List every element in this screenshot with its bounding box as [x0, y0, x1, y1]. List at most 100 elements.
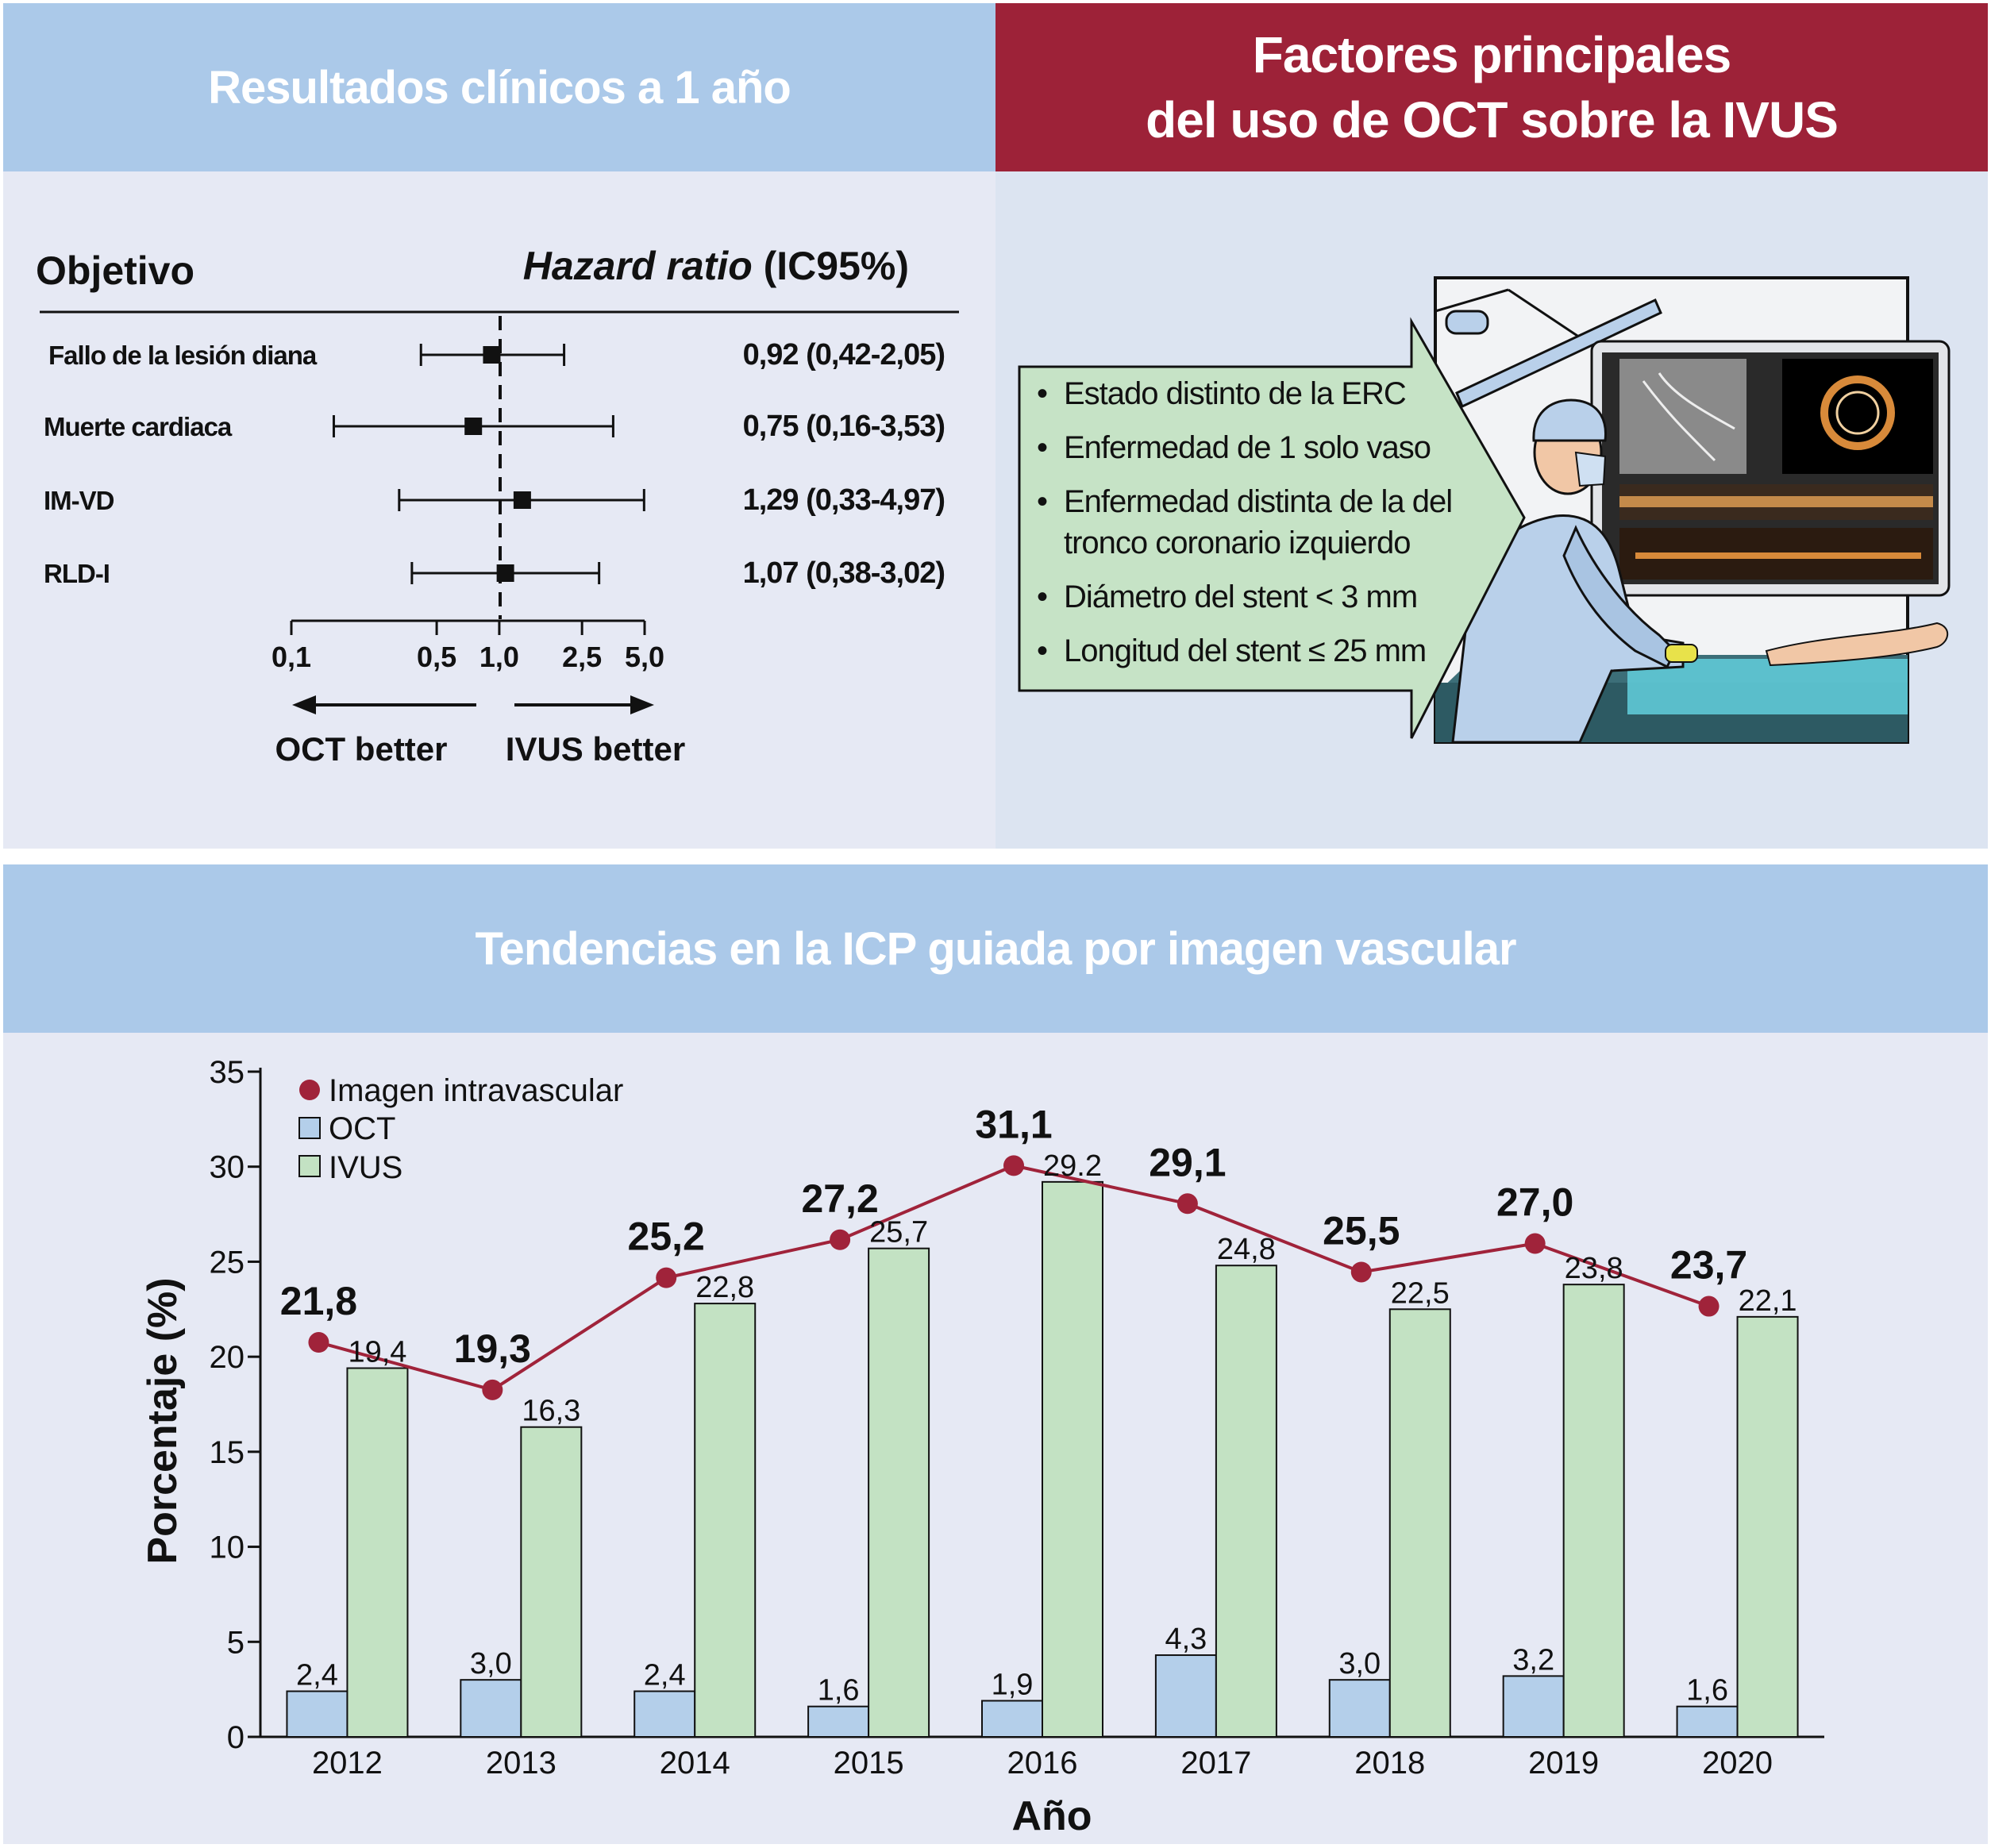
intravascular-imaging-point: [830, 1229, 851, 1250]
ivus-bar: [1562, 1284, 1625, 1738]
forest-axis-tick-label: 0,1: [272, 641, 311, 673]
ci-label: (IC95%): [753, 244, 909, 288]
y-axis-title: Porcentaje (%): [140, 1277, 186, 1564]
forest-axis-tick-label: 0,5: [417, 641, 456, 673]
ivus-bar: [868, 1247, 930, 1738]
ivus-bar: [1042, 1180, 1103, 1738]
oct-bar: [460, 1679, 522, 1738]
trends-header: Tendencias en la ICP guiada por imagen v…: [3, 864, 1988, 1033]
intravascular-imaging-label: 25,5: [1323, 1208, 1400, 1253]
oct-bar-label: 2,4: [644, 1659, 686, 1692]
x-tick-label: 2019: [1528, 1746, 1599, 1781]
forest-plot: Objetivo Hazard ratio (IC95%) Fallo de l…: [36, 244, 959, 768]
ivus-better-arrow: [514, 695, 654, 714]
oct-bar-label: 3,0: [1338, 1647, 1381, 1681]
oct-bar: [1676, 1705, 1739, 1738]
forest-axis-tick-label: 2,5: [562, 641, 602, 673]
ivus-bar-label: 25,7: [869, 1216, 928, 1249]
ivus-better-label: IVUS better: [506, 730, 685, 768]
x-tick-label: 2015: [834, 1746, 904, 1781]
intravascular-imaging-label: 23,7: [1670, 1243, 1747, 1288]
ivus-bar: [520, 1426, 583, 1738]
hazard-ratio-point: [483, 346, 501, 364]
intravascular-imaging-point: [1698, 1296, 1720, 1317]
hazard-ratio-column-header: Hazard ratio (IC95%): [523, 244, 909, 288]
oct-bar: [286, 1690, 349, 1738]
hazard-ratio-point: [496, 564, 514, 582]
intravascular-imaging-label: 25,2: [628, 1215, 705, 1259]
factors-list: Estado distinto de la ERC Enfermedad de …: [1032, 373, 1477, 684]
legend-swatch-ivus: [298, 1155, 321, 1177]
hazard-ratio-point: [464, 418, 483, 435]
ivus-bar-label: 16,3: [522, 1395, 580, 1428]
ivus-bar-label: 19,4: [348, 1336, 406, 1369]
legend-label-oct: OCT: [329, 1111, 395, 1146]
oct-bar: [634, 1690, 696, 1738]
x-tick-label: 2016: [1007, 1746, 1078, 1781]
oct-bar: [1502, 1675, 1565, 1738]
intravascular-imaging-label: 27,2: [801, 1176, 878, 1221]
ceiling-lamp: [1435, 288, 1662, 409]
y-tick-label: 30: [210, 1150, 245, 1185]
ivus-bar: [1736, 1315, 1799, 1738]
oct-bar-label: 1,6: [1686, 1674, 1728, 1707]
factor-item: Longitud del stent ≤ 25 mm: [1032, 630, 1477, 672]
endpoint-column-header: Objetivo: [36, 248, 194, 293]
legend-label-intravascular: Imagen intravascular: [329, 1073, 623, 1108]
oct-bar-label: 3,2: [1512, 1643, 1554, 1677]
factors-title-line2: del uso de OCT sobre la IVUS: [1146, 91, 1839, 148]
x-tick-label: 2018: [1354, 1746, 1425, 1781]
y-tick-label: 25: [210, 1245, 245, 1280]
hazard-ratio-value: 1,07 (0,38-3,02): [743, 556, 945, 590]
oct-bar: [807, 1705, 870, 1738]
oct-bar-label: 1,6: [818, 1674, 860, 1707]
factor-item: Estado distinto de la ERC: [1032, 373, 1477, 414]
legend-label-ivus: IVUS: [329, 1150, 402, 1185]
x-tick-label: 2014: [660, 1746, 730, 1781]
ivus-bar-label: 22,1: [1739, 1284, 1797, 1318]
ivus-bar: [346, 1367, 409, 1738]
oct-bar-label: 4,3: [1165, 1623, 1207, 1656]
clinical-results-header: Resultados clínicos a 1 año: [3, 3, 996, 171]
intravascular-imaging-label: 31,1: [975, 1102, 1052, 1146]
intravascular-imaging-point: [1524, 1233, 1546, 1254]
intravascular-imaging-label: 19,3: [454, 1326, 531, 1371]
legend-marker-intravascular: [299, 1080, 320, 1100]
endpoint-label: IM-VD: [44, 486, 114, 515]
x-axis-title: Año: [1011, 1793, 1092, 1839]
ivus-bar-label: 24,8: [1217, 1233, 1276, 1266]
x-tick-label: 2012: [312, 1746, 383, 1781]
trends-title: Tendencias en la ICP guiada por imagen v…: [475, 922, 1516, 975]
forest-axis-tick-label: 5,0: [625, 641, 664, 673]
hazard-ratio-italic: Hazard ratio: [523, 244, 753, 288]
x-tick-label: 2013: [486, 1746, 556, 1781]
intravascular-imaging-label: 27,0: [1496, 1180, 1573, 1225]
legend-swatch-oct: [298, 1117, 321, 1139]
operator-figure: [1451, 398, 1698, 744]
oct-bar-label: 1,9: [992, 1669, 1034, 1702]
endpoint-label: Muerte cardiaca: [44, 412, 233, 441]
intravascular-imaging-point: [1003, 1155, 1024, 1176]
y-tick-label: 0: [227, 1720, 245, 1755]
x-tick-label: 2017: [1180, 1746, 1251, 1781]
ivus-bar-label: 29.2: [1043, 1149, 1102, 1183]
intravascular-imaging-label: 21,8: [280, 1279, 357, 1323]
intravascular-imaging-point: [482, 1379, 503, 1400]
forest-axis-tick-label: 1,0: [479, 641, 519, 673]
intravascular-imaging-point: [1176, 1193, 1198, 1215]
intravascular-imaging-point: [1350, 1261, 1372, 1283]
imaging-monitor: [1590, 340, 1951, 597]
oct-better-arrow: [292, 695, 476, 714]
hazard-ratio-point: [513, 491, 531, 509]
oct-bar: [1328, 1679, 1391, 1738]
intravascular-imaging-label: 29,1: [1149, 1140, 1226, 1184]
oct-better-label: OCT better: [275, 730, 447, 768]
factor-item: Diámetro del stent < 3 mm: [1032, 576, 1477, 618]
y-tick-label: 20: [210, 1340, 245, 1375]
y-tick-label: 10: [210, 1530, 245, 1565]
hazard-ratio-value: 1,29 (0,33-4,97): [743, 483, 945, 517]
hazard-ratio-value: 0,92 (0,42-2,05): [743, 338, 945, 372]
ivus-bar: [1388, 1308, 1451, 1738]
clinical-results-title: Resultados clínicos a 1 año: [208, 61, 791, 114]
